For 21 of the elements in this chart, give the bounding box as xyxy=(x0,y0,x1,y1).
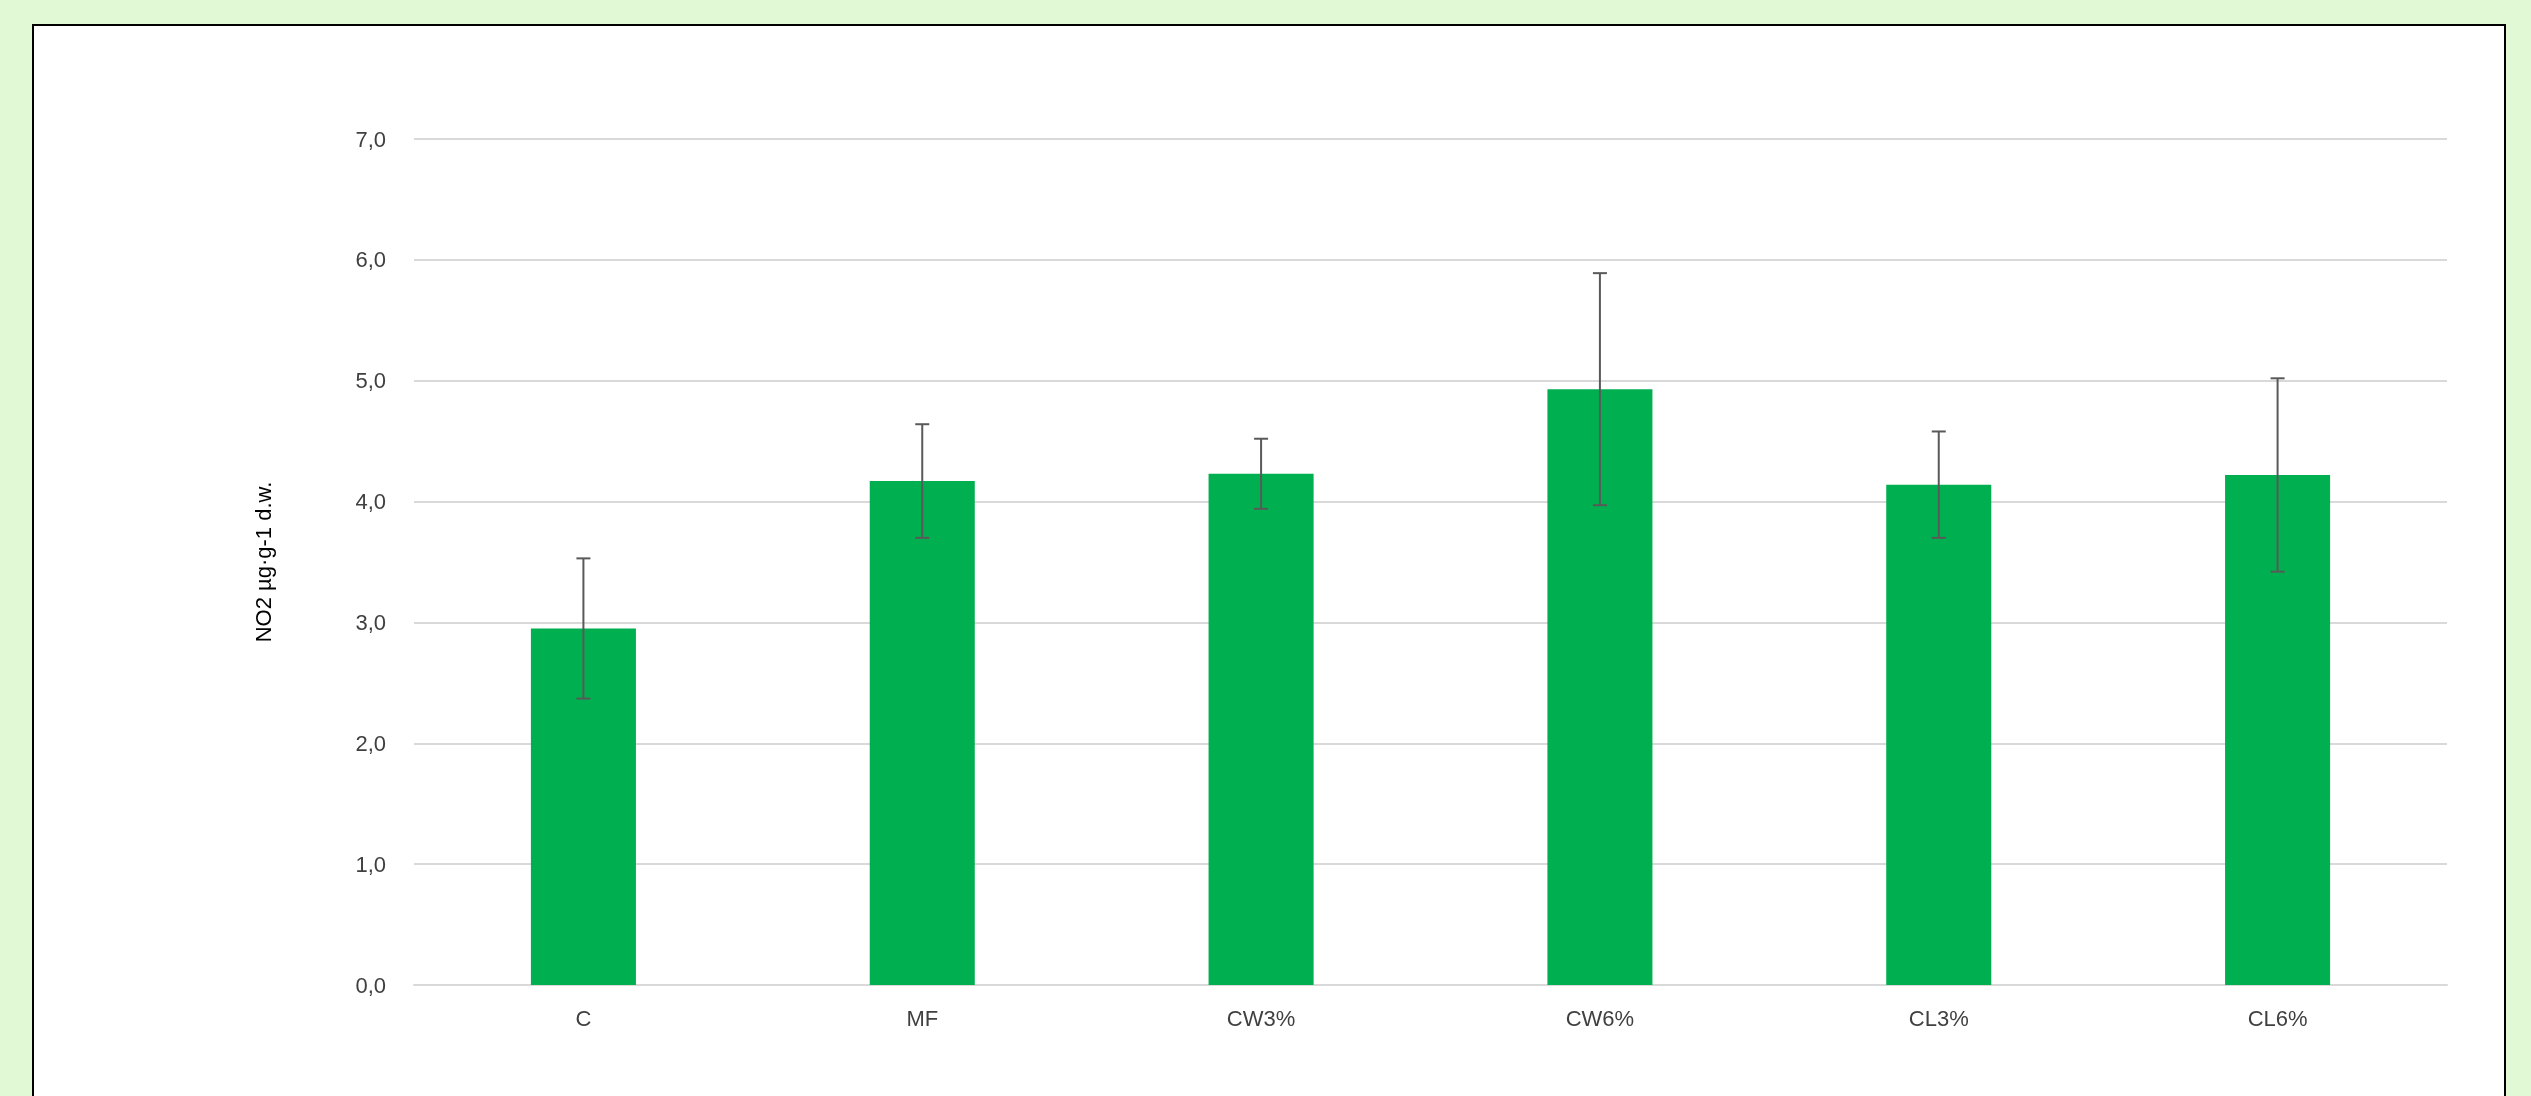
y-tick-label: 2,0 xyxy=(355,730,386,756)
y-axis-title: NO2 µg·g-1 d.w. xyxy=(250,481,276,643)
bar xyxy=(1886,484,1992,985)
x-tick-label: CW3% xyxy=(1226,1005,1296,1031)
bar xyxy=(869,481,975,985)
x-tick-label: CL3% xyxy=(1908,1005,1969,1031)
x-tick-label: C xyxy=(575,1005,592,1031)
bar xyxy=(2225,474,2331,985)
bar xyxy=(1547,389,1653,985)
y-tick-label: 7,0 xyxy=(355,126,386,152)
y-tick-label: 4,0 xyxy=(355,489,386,515)
x-tick-label: MF xyxy=(906,1005,939,1031)
y-tick-label: 1,0 xyxy=(355,851,386,877)
bar xyxy=(1208,473,1314,985)
x-tick-label: CL6% xyxy=(2247,1005,2308,1031)
y-tick-label: 6,0 xyxy=(355,247,386,273)
y-tick-label: 3,0 xyxy=(355,609,386,635)
y-tick-label: 5,0 xyxy=(355,368,386,394)
y-tick-label: 0,0 xyxy=(355,972,386,998)
bar xyxy=(530,628,636,985)
x-tick-label: CW6% xyxy=(1565,1005,1635,1031)
